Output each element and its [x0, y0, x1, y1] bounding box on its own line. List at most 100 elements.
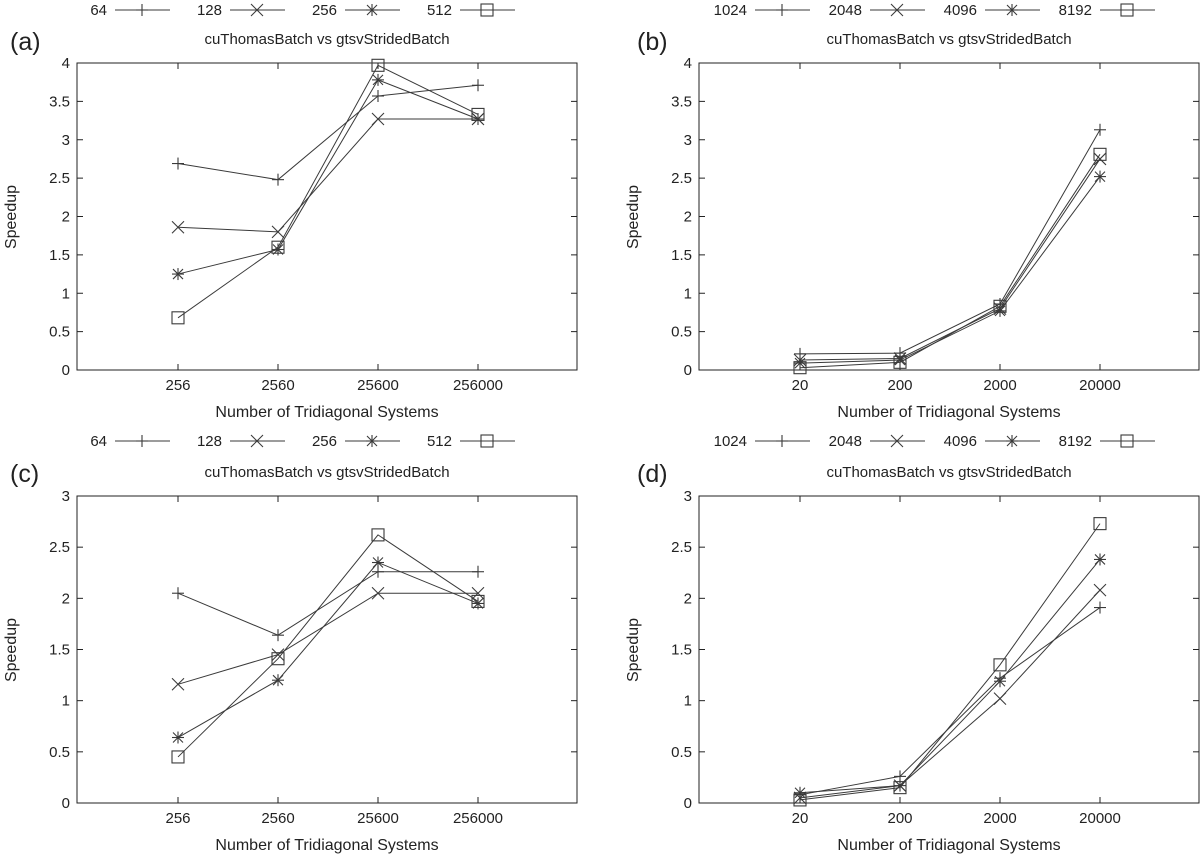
- plot-frame: [76, 62, 578, 371]
- x-axis-label: Number of Tridiagonal Systems: [837, 404, 1060, 421]
- y-tick-label: 1: [684, 285, 692, 302]
- y-axis-label: Speedup: [625, 185, 642, 249]
- legend-marker: [890, 3, 904, 17]
- y-tick-label: 4: [684, 55, 692, 72]
- plot-frame: [76, 495, 578, 804]
- y-tick-label: 2: [62, 209, 70, 226]
- legend-marker: [1120, 434, 1134, 448]
- y-tick-label: 2: [684, 590, 692, 607]
- legend-label: 512: [427, 433, 452, 450]
- data-point: [893, 781, 907, 795]
- plot-frame: [698, 62, 1200, 371]
- legend-marker: [1006, 4, 1018, 16]
- legend-marker: [136, 4, 148, 16]
- data-point: [371, 586, 385, 600]
- x-tick-label: 2560: [261, 377, 294, 394]
- y-tick-label: 0: [62, 362, 70, 379]
- legend-marker: [480, 434, 494, 448]
- y-tick-label: 0: [62, 795, 70, 812]
- legend-label: 512: [427, 2, 452, 19]
- chart-title: cuThomasBatch vs gtsvStridedBatch: [204, 31, 449, 48]
- legend-label: 128: [197, 433, 222, 450]
- data-point: [993, 692, 1007, 706]
- x-tick-label: 2000: [983, 810, 1016, 827]
- series-line: [799, 176, 1101, 364]
- data-point: [371, 112, 385, 126]
- series-line: [799, 129, 1101, 355]
- y-axis-label: Speedup: [3, 185, 20, 249]
- data-point: [471, 107, 485, 121]
- series-line: [799, 523, 1101, 801]
- y-tick-label: 1: [62, 285, 70, 302]
- legend-label: 1024: [714, 433, 747, 450]
- data-point: [994, 675, 1006, 688]
- y-tick-label: 2.5: [671, 539, 692, 556]
- series-line: [177, 561, 479, 738]
- y-tick-label: 1.5: [49, 642, 70, 659]
- data-point: [172, 157, 184, 170]
- series-line: [177, 571, 478, 636]
- legend-marker: [366, 435, 378, 447]
- x-axis-label: Number of Tridiagonal Systems: [215, 837, 438, 854]
- series-line: [177, 592, 478, 685]
- data-point: [793, 793, 807, 807]
- legend-marker: [1120, 3, 1134, 17]
- y-tick-label: 3: [684, 488, 692, 505]
- x-tick-label: 256: [165, 810, 190, 827]
- data-point: [794, 357, 806, 370]
- data-point: [172, 731, 184, 744]
- data-point: [172, 268, 184, 281]
- y-tick-label: 0.5: [671, 324, 692, 341]
- y-axis-label: Speedup: [625, 618, 642, 682]
- legend-marker: [776, 435, 788, 447]
- data-point: [1094, 553, 1106, 566]
- legend-label: 4096: [944, 433, 977, 450]
- legend-label: 128: [197, 2, 222, 19]
- legend-label: 256: [312, 2, 337, 19]
- data-point: [472, 79, 484, 92]
- data-point: [1094, 123, 1106, 136]
- series-line: [177, 64, 479, 319]
- panel-label: (c): [10, 460, 39, 488]
- legend-marker: [890, 434, 904, 448]
- y-tick-label: 0: [684, 362, 692, 379]
- data-point: [1094, 601, 1106, 614]
- data-point: [471, 586, 485, 600]
- plot-frame: [698, 495, 1200, 804]
- legend-label: 64: [90, 433, 107, 450]
- x-tick-label: 256000: [453, 810, 503, 827]
- series-line: [799, 607, 1101, 796]
- legend-label: 2048: [829, 433, 862, 450]
- y-tick-label: 3: [62, 488, 70, 505]
- y-tick-label: 1: [62, 693, 70, 710]
- legend-label: 8192: [1059, 433, 1092, 450]
- y-tick-label: 2.5: [671, 170, 692, 187]
- data-point: [372, 73, 384, 86]
- data-point: [171, 220, 185, 234]
- data-point: [271, 648, 285, 662]
- data-point: [371, 528, 385, 542]
- data-point: [1093, 517, 1107, 531]
- y-tick-label: 0: [684, 795, 692, 812]
- data-point: [271, 652, 285, 666]
- y-tick-label: 1.5: [49, 247, 70, 264]
- panel-c: (c) cuThomasBatch vs gtsvStridedBatch Nu…: [3, 433, 578, 854]
- data-point: [272, 629, 284, 642]
- x-tick-label: 20: [792, 810, 809, 827]
- x-tick-label: 20000: [1079, 810, 1121, 827]
- data-point: [372, 90, 384, 103]
- data-point: [893, 355, 907, 369]
- series-line: [799, 589, 1101, 799]
- series-line: [177, 534, 479, 758]
- data-point: [172, 587, 184, 600]
- legend-label: 1024: [714, 2, 747, 19]
- x-tick-label: 2000: [983, 377, 1016, 394]
- panel-a: (a) cuThomasBatch vs gtsvStridedBatch Nu…: [3, 2, 578, 421]
- series-line: [799, 158, 1101, 361]
- legend-label: 256: [312, 433, 337, 450]
- data-point: [271, 240, 285, 254]
- data-point: [994, 304, 1006, 317]
- legend-marker: [366, 4, 378, 16]
- data-point: [1093, 583, 1107, 597]
